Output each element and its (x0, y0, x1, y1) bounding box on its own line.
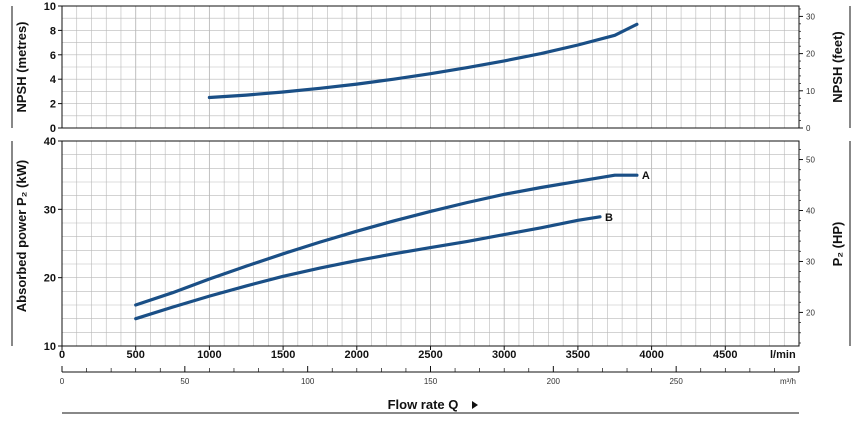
curve-label-B: B (605, 212, 613, 224)
power-curves: AB (134, 170, 650, 321)
curve-label-A: A (642, 170, 650, 182)
npsh-plot-frame (61, 5, 800, 129)
npsh-curve (207, 22, 639, 100)
x-axis-m3h: 0 50 100 150 200 250 (60, 366, 800, 386)
power-ticks: 10 20 30 40 20 30 40 50 (44, 136, 816, 353)
power-right-tick-label: 20 (806, 308, 815, 317)
power-curve-A (134, 173, 639, 307)
npsh-grid (62, 6, 799, 128)
x-m3h-tick-label: 50 (180, 377, 189, 386)
npsh-left-tick-label: 2 (50, 99, 56, 111)
x-lmin-tick-label: 1500 (271, 349, 295, 361)
flow-rate-title: Flow rate Q (388, 397, 459, 412)
npsh-right-tick-label: 30 (806, 12, 815, 21)
power-right-tick-label: 50 (806, 156, 815, 165)
npsh-right-tick-label: 0 (806, 124, 811, 133)
power-left-tick-label: 30 (44, 204, 56, 216)
npsh-left-tick-label: 8 (50, 25, 56, 37)
x-lmin-tick-label: 4000 (639, 349, 663, 361)
x-m3h-tick-label: 150 (424, 377, 438, 386)
npsh-left-tick-label: 0 (50, 123, 56, 135)
npsh-curves (207, 22, 639, 100)
power-left-tick-label: 20 (44, 273, 56, 285)
npsh-right-axis-title: NPSH (feet) (830, 31, 845, 103)
npsh-left-tick-label: 6 (50, 50, 56, 62)
x-lmin-tick-label: 3500 (566, 349, 590, 361)
x-m3h-tick-label: 0 (60, 377, 65, 386)
power-left-tick-label: 40 (44, 136, 56, 148)
npsh-ticks: 0 2 4 6 8 10 0 10 20 30 (44, 1, 816, 135)
x-m3h-tick-label: 200 (547, 377, 561, 386)
x-axis-lmin-unit: l/min (770, 349, 796, 361)
x-lmin-tick-label: 2500 (418, 349, 442, 361)
power-left-tick-label: 10 (44, 341, 56, 353)
power-curve-B (134, 215, 602, 321)
npsh-right-tick-label: 10 (806, 87, 815, 96)
npsh-left-axis-title: NPSH (metres) (14, 21, 29, 112)
x-m3h-tick-label: 250 (669, 377, 683, 386)
x-lmin-tick-label: 1000 (197, 349, 221, 361)
x-lmin-tick-label: 500 (127, 349, 145, 361)
npsh-panel: 0 2 4 6 8 10 0 10 20 30 NPSH (metres) NPSH (feet) (11, 1, 851, 135)
power-grid (62, 141, 799, 346)
x-axis-lmin: 0 500 1000 1500 2000 2500 3000 3500 4000 4500 (59, 346, 738, 361)
x-lmin-tick-label: 4500 (713, 349, 737, 361)
power-right-axis-title: P₂ (HP) (830, 222, 845, 267)
npsh-right-tick-label: 20 (806, 50, 815, 59)
x-axis-m3h-unit: m³/h (780, 377, 796, 386)
x-lmin-tick-label: 0 (59, 349, 65, 361)
npsh-left-tick-label: 4 (50, 74, 57, 86)
x-lmin-tick-label: 3000 (492, 349, 516, 361)
x-lmin-tick-label: 2000 (345, 349, 369, 361)
flow-rate-arrow-icon (472, 401, 478, 409)
power-right-tick-label: 30 (806, 257, 815, 266)
power-right-tick-label: 40 (806, 207, 815, 216)
npsh-left-tick-label: 10 (44, 1, 56, 13)
x-m3h-tick-label: 100 (301, 377, 315, 386)
power-left-axis-title: Absorbed power P₂ (kW) (14, 160, 29, 312)
